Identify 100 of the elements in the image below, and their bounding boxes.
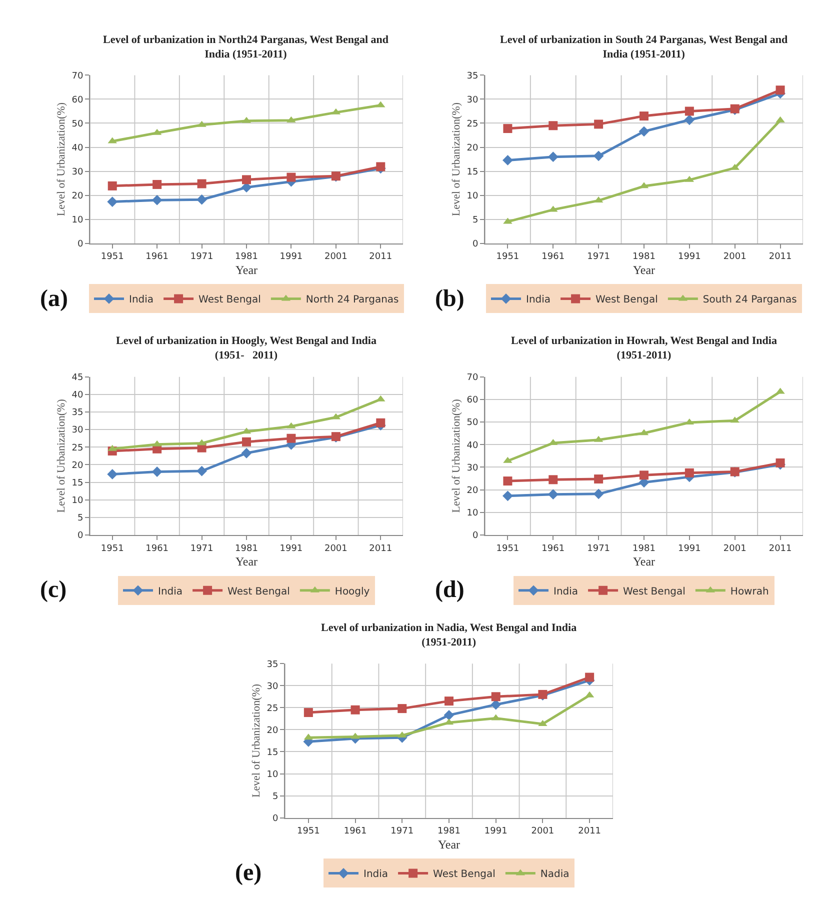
y-tick-label: 35 — [266, 660, 278, 670]
y-axis-title: Level of Urbanization(%) — [450, 102, 462, 216]
x-tick-label: 2001 — [324, 252, 348, 262]
point — [776, 86, 785, 95]
y-tick-label: 25 — [466, 119, 478, 130]
point — [196, 194, 207, 205]
x-tick-label: 1981 — [235, 544, 258, 554]
y-tick-label: 10 — [72, 215, 84, 226]
point — [593, 488, 604, 500]
y-tick-label: 5 — [272, 792, 278, 802]
y-tick-label: 15 — [466, 167, 478, 178]
point — [548, 475, 558, 484]
x-tick-label: 1961 — [146, 252, 169, 262]
y-tick-label: 40 — [466, 440, 478, 451]
x-axis-title: Year — [632, 263, 656, 278]
y-tick-label: 30 — [466, 95, 478, 106]
legend-label: West Bengal — [433, 869, 496, 880]
legend-label: India — [129, 294, 154, 306]
legend-label: India — [158, 586, 183, 598]
legend-label: India — [554, 586, 578, 598]
point — [594, 120, 604, 129]
x-tick-label: 2011 — [768, 252, 792, 262]
y-tick-label: 40 — [72, 143, 84, 154]
legend-label: Nadia — [540, 869, 570, 880]
chart-title: Level of urbanization in South 24 Parganas, West Bengal and India (1951-2011) — [500, 34, 788, 60]
text: (e) — [235, 860, 262, 886]
x-tick-label: 1981 — [632, 544, 656, 554]
y-tick-label: 0 — [77, 239, 84, 250]
x-tick-label: 1961 — [542, 252, 565, 262]
point — [548, 489, 558, 500]
x-tick-label: 1951 — [496, 252, 520, 262]
x-tick-label: 1991 — [678, 544, 701, 554]
chart-title: Level of urbanization in Howrah, West Bengal and India (1951-2011) — [511, 335, 778, 362]
point — [548, 152, 558, 162]
point — [638, 126, 650, 137]
x-tick-label: 1961 — [344, 826, 367, 837]
y-tick-label: 10 — [266, 770, 278, 780]
y-tick-label: 0 — [77, 531, 84, 542]
point — [286, 172, 296, 182]
legend-label: West Bengal — [596, 294, 658, 306]
legend-label: India — [526, 294, 551, 306]
point — [196, 466, 207, 476]
point — [640, 112, 648, 121]
y-tick-label: 10 — [466, 508, 478, 519]
y-axis-title: Level of Urbanization(%) — [55, 102, 68, 216]
point — [502, 490, 513, 502]
y-tick-label: 20 — [72, 460, 84, 471]
y-tick-label: 10 — [72, 496, 84, 506]
x-tick-label: 2011 — [578, 826, 602, 837]
point — [444, 710, 454, 720]
x-tick-label: 2001 — [723, 252, 746, 262]
y-tick-label: 30 — [466, 463, 478, 474]
x-tick-label: 2011 — [369, 544, 392, 554]
x-tick-label: 1971 — [390, 826, 414, 837]
y-tick-label: 30 — [266, 682, 278, 692]
x-tick-label: 1961 — [146, 544, 169, 554]
text: (b) — [435, 286, 464, 312]
point — [640, 470, 648, 480]
y-tick-label: 50 — [466, 418, 478, 428]
point — [107, 469, 118, 480]
x-tick-label: 2011 — [768, 544, 792, 554]
y-tick-label: 0 — [272, 814, 278, 824]
y-tick-label: 60 — [72, 95, 84, 106]
x-tick-label: 1991 — [280, 544, 303, 554]
x-axis-title: Year — [632, 554, 656, 569]
x-tick-label: 1981 — [438, 826, 460, 837]
y-tick-label: 70 — [72, 71, 84, 82]
y-tick-label: 40 — [72, 390, 84, 401]
point — [491, 692, 500, 702]
y-tick-label: 25 — [72, 443, 84, 454]
x-tick-label: 2001 — [531, 826, 554, 837]
point — [444, 696, 454, 706]
x-tick-label: 1951 — [100, 544, 124, 554]
point — [376, 162, 386, 172]
y-axis-title: Level of Urbanization(%) — [450, 398, 462, 513]
y-tick-label: 50 — [72, 119, 84, 130]
point — [108, 181, 117, 190]
y-tick-label: 25 — [266, 704, 278, 714]
point — [503, 124, 512, 134]
y-tick-label: 30 — [72, 167, 84, 178]
x-tick-label: 1951 — [296, 826, 320, 837]
x-axis-title: Year — [235, 554, 258, 569]
legend-label: Hoogly — [334, 586, 370, 598]
y-tick-label: 35 — [72, 408, 84, 418]
text: (a) — [40, 286, 68, 312]
legend-label: North 24 Parganas — [306, 294, 399, 306]
point — [548, 121, 558, 130]
text: (d) — [435, 577, 464, 603]
chart-title: Level of urbanization in Nadia, West Bengal and India (1951-2011) — [321, 622, 578, 648]
y-tick-label: 70 — [466, 372, 478, 383]
x-tick-label: 1951 — [100, 252, 124, 262]
y-tick-label: 20 — [466, 143, 478, 154]
x-tick-label: 1951 — [496, 544, 520, 554]
y-tick-label: 10 — [466, 191, 478, 202]
point — [585, 672, 594, 682]
point — [242, 175, 251, 184]
legend-label: West Bengal — [198, 294, 261, 306]
x-axis-title: Year — [235, 263, 258, 278]
point — [684, 468, 694, 478]
point — [376, 418, 386, 428]
